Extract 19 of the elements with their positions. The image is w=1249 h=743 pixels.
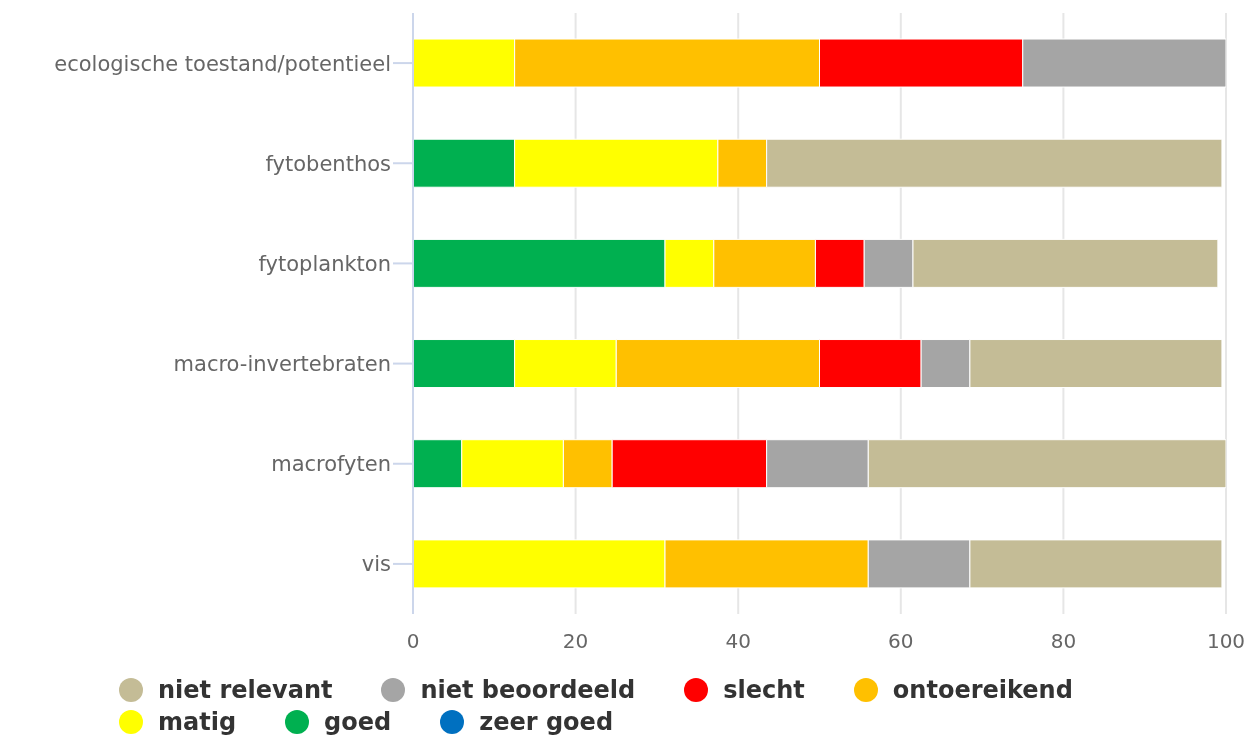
y-tick-label: macro-invertebraten xyxy=(173,352,391,377)
legend-label: niet relevant xyxy=(158,676,333,704)
x-tick-label: 80 xyxy=(1050,629,1077,654)
legend-label: goed xyxy=(324,708,392,736)
x-tick-label: 20 xyxy=(562,629,589,654)
legend-label: niet beoordeeld xyxy=(420,676,636,704)
x-tick-label: 40 xyxy=(725,629,751,654)
x-tick-label: 0 xyxy=(406,629,420,654)
y-tick-label: vis xyxy=(361,552,391,577)
y-tick-label: ecologische toestand/potentieel xyxy=(54,51,391,76)
y-tick-label: fytobenthos xyxy=(265,151,391,176)
legend-label: ontoereikend xyxy=(892,676,1073,704)
legend-label: matig xyxy=(158,708,237,736)
x-tick-label: 100 xyxy=(1206,629,1246,654)
y-tick-label: macrofyten xyxy=(271,452,391,477)
y-tick-label: fytoplankton xyxy=(258,251,391,276)
legend-label: zeer goed xyxy=(479,708,614,736)
x-tick-label: 60 xyxy=(888,629,914,654)
legend-label: slecht xyxy=(723,676,805,704)
